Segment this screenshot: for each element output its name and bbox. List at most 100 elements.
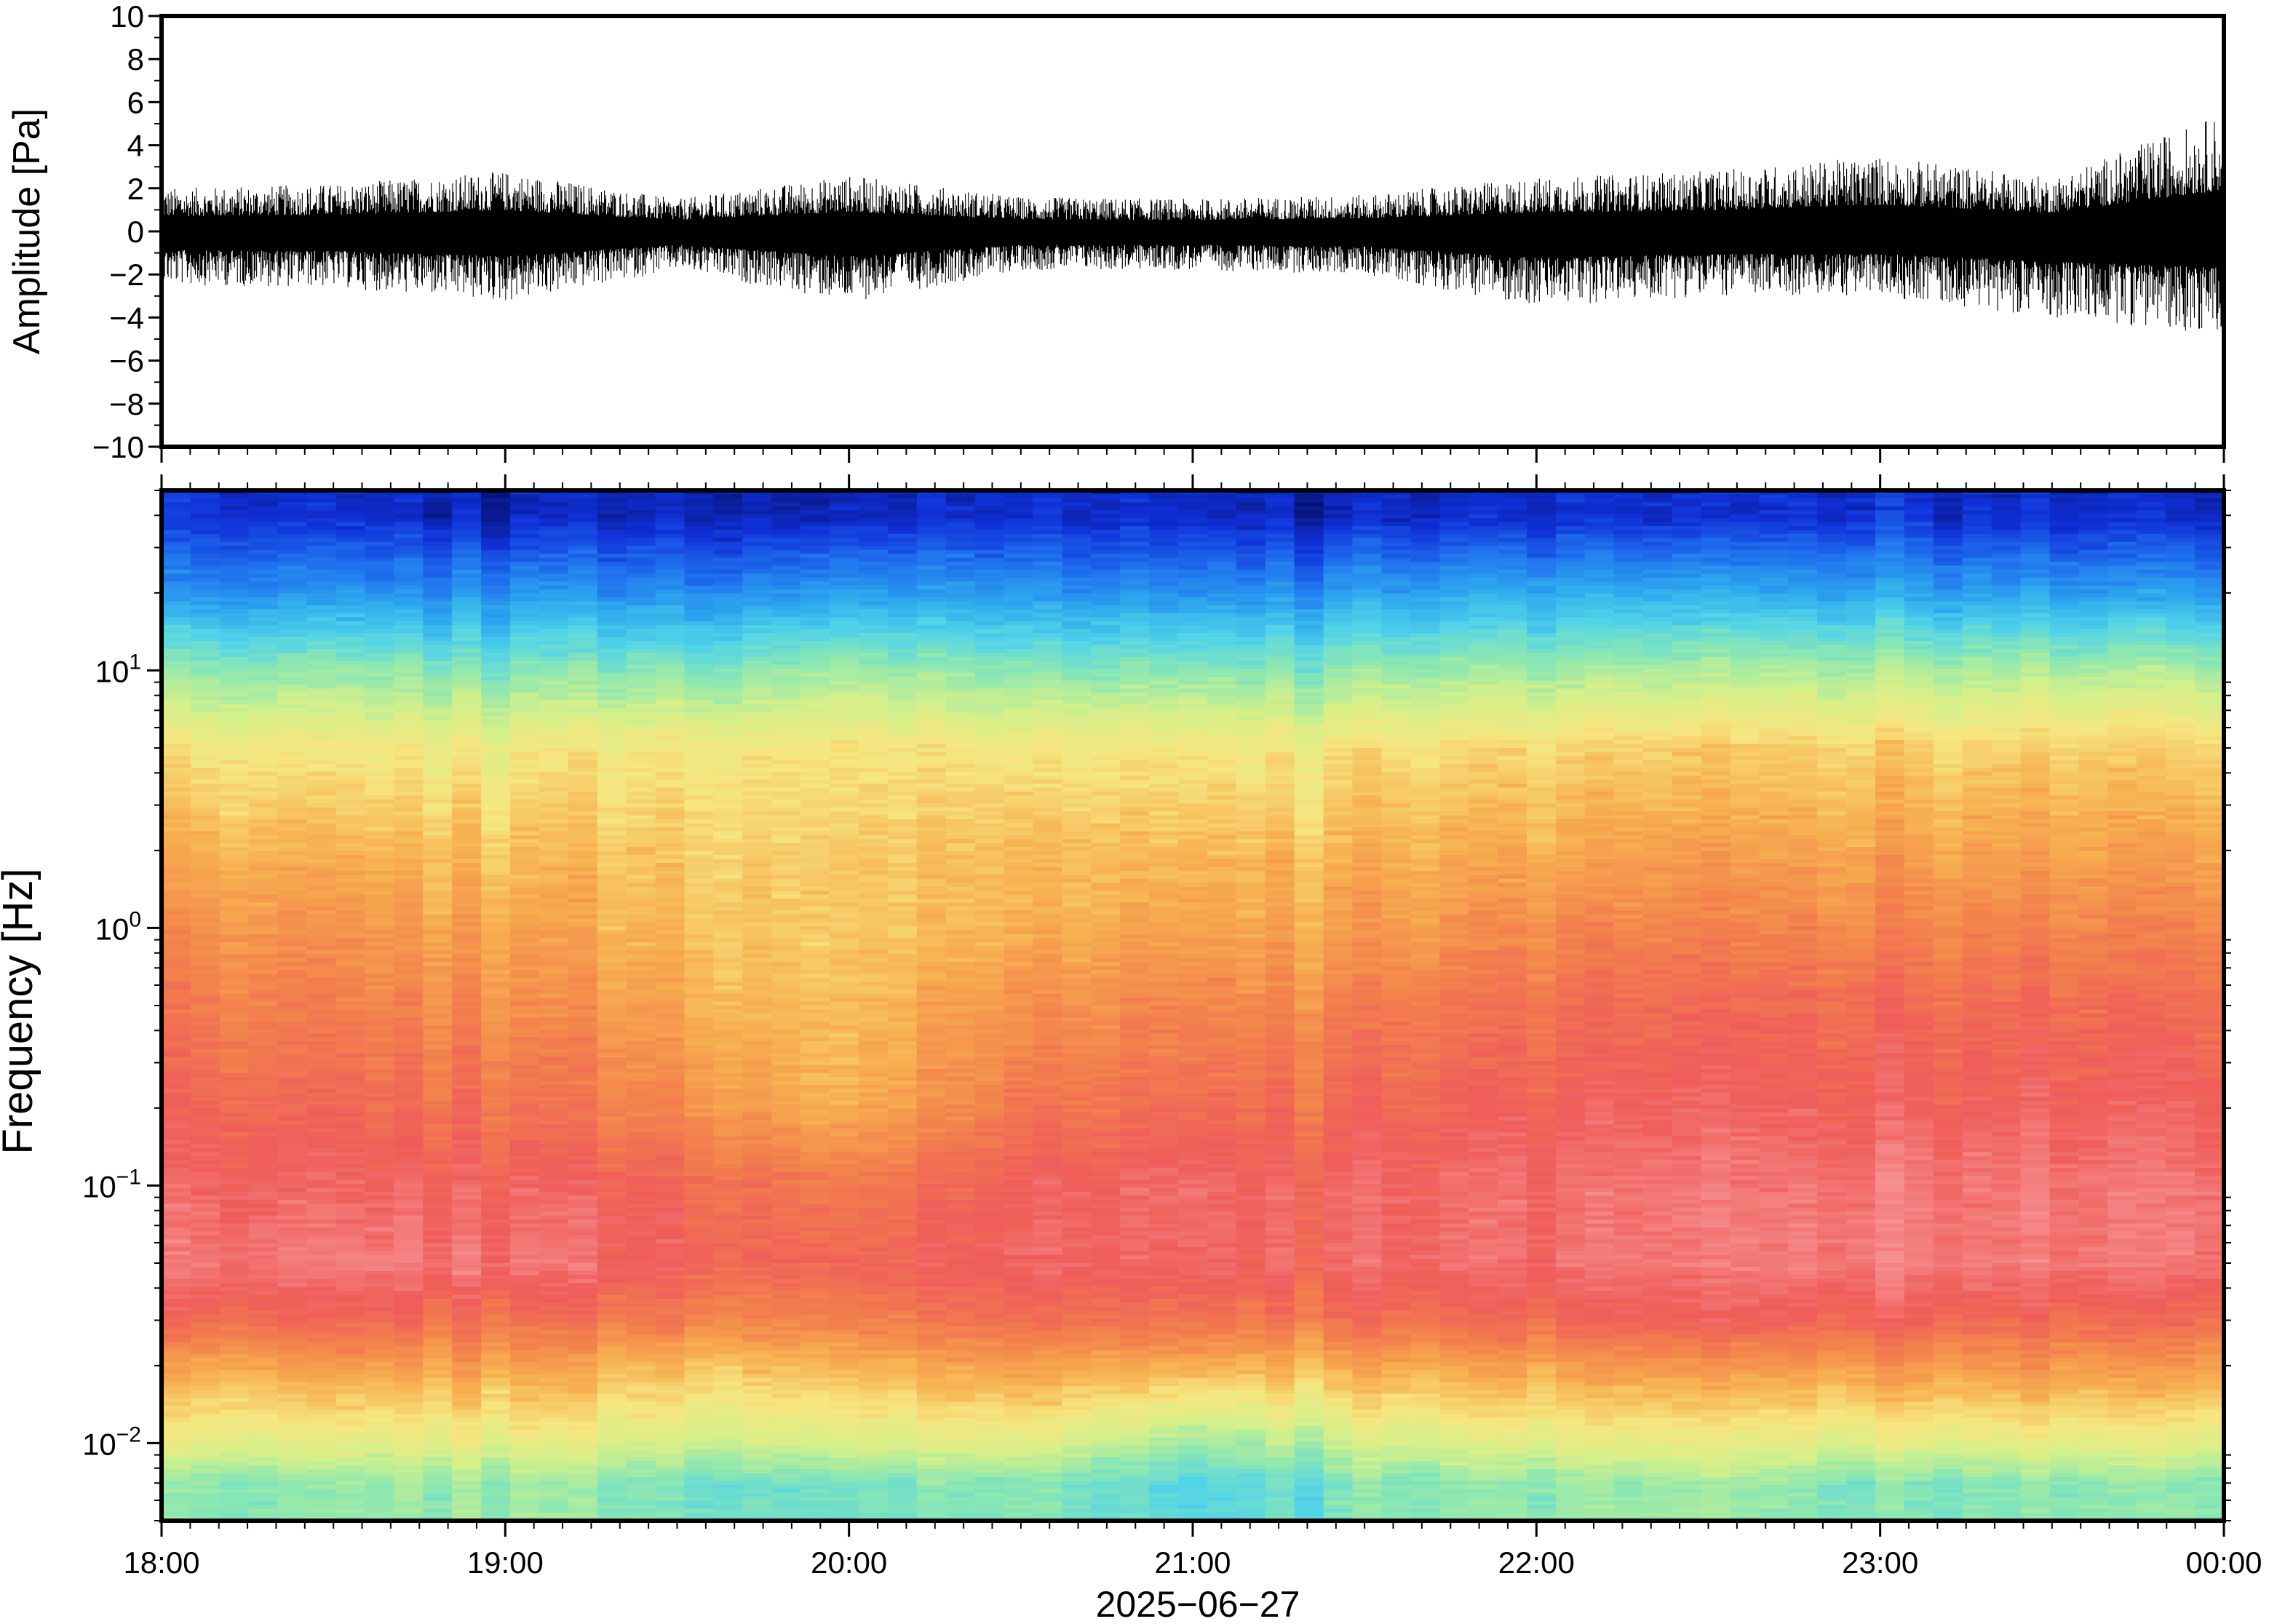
spectrogram-cell xyxy=(423,870,453,875)
spectrogram-cell xyxy=(162,891,191,896)
spectrogram-cell xyxy=(394,1385,424,1390)
spectrogram-cell xyxy=(277,1199,308,1204)
spectrogram-cell xyxy=(335,1136,366,1141)
spectrogram-cell xyxy=(452,656,482,661)
spectrogram-cell xyxy=(423,1283,453,1288)
spectrogram-cell xyxy=(684,902,714,907)
spectrogram-cell xyxy=(365,946,394,951)
spectrogram-cell xyxy=(248,922,279,927)
spectrogram-cell xyxy=(626,784,656,789)
spectrogram-cell xyxy=(190,696,220,701)
spectrogram-cell xyxy=(568,1088,598,1094)
spectrogram-cell xyxy=(335,958,366,963)
spectrogram-cell xyxy=(248,724,279,729)
spectrogram-cell xyxy=(190,763,220,768)
spectrogram-cell xyxy=(452,1409,482,1414)
spectrogram-cell xyxy=(162,617,191,622)
spectrogram-cell xyxy=(277,640,308,645)
spectrogram-cell xyxy=(452,1377,482,1382)
spectrogram-cell xyxy=(481,886,511,891)
spectrogram-cell xyxy=(509,902,540,907)
spectrogram-cell xyxy=(248,1080,279,1086)
spectrogram-cell xyxy=(509,1231,540,1236)
spectrogram-cell xyxy=(248,629,279,634)
spectrogram-cell xyxy=(335,1437,366,1442)
spectrogram-cell xyxy=(626,867,656,872)
spectrogram-cell xyxy=(655,1255,686,1260)
spectrogram-cell xyxy=(190,1179,220,1185)
spectrogram-cell xyxy=(306,922,337,927)
spectrogram-cell xyxy=(306,518,337,523)
spectrogram-cell xyxy=(597,597,627,602)
spectrogram-cell xyxy=(423,867,453,872)
spectrogram-cell xyxy=(481,1017,511,1022)
spectrogram-cell xyxy=(423,1108,453,1113)
spectrogram-cell xyxy=(684,950,714,955)
spectrogram-cell xyxy=(452,819,482,824)
spectrogram-cell xyxy=(423,875,453,880)
spectrogram-cell xyxy=(452,1092,482,1097)
spectrogram-cell xyxy=(248,1437,279,1442)
spectrogram-cell xyxy=(539,1259,569,1264)
spectrogram-cell xyxy=(452,1508,482,1513)
spectrogram-cell xyxy=(597,1048,627,1054)
spectrogram-cell xyxy=(394,1100,424,1105)
spectrogram-cell xyxy=(335,1231,366,1236)
spectrogram-cell xyxy=(568,1191,598,1197)
spectrogram-cell xyxy=(539,831,569,836)
spectrogram-cell xyxy=(452,1207,482,1212)
spectrogram-cell xyxy=(684,625,714,630)
spectrogram-cell xyxy=(335,985,366,990)
spectrogram-cell xyxy=(277,1128,308,1133)
spectrogram-cell xyxy=(597,541,627,546)
spectrogram-cell xyxy=(306,859,337,864)
spectrogram-cell xyxy=(219,1413,250,1418)
spectrogram-cell xyxy=(423,878,453,883)
spectrogram-cell xyxy=(423,954,453,959)
spectrogram-cell xyxy=(335,589,366,594)
spectrogram-cell xyxy=(394,1136,424,1141)
spectrogram-cell xyxy=(219,708,250,713)
spectrogram-cell xyxy=(365,704,394,709)
spectrogram-cell xyxy=(162,1425,191,1430)
spectrogram-cell xyxy=(365,1001,394,1006)
spectrogram-cell xyxy=(306,1330,337,1335)
spectrogram-cell xyxy=(597,768,627,773)
spectrogram-cell xyxy=(306,1481,337,1486)
spectrogram-cell xyxy=(190,1163,220,1169)
spectrogram-cell xyxy=(509,1053,540,1058)
spectrogram-cell xyxy=(394,1013,424,1018)
spectrogram-cell xyxy=(597,1061,627,1066)
spectrogram-cell xyxy=(335,1489,366,1494)
spectrogram-cell xyxy=(394,974,424,979)
spectrogram-cell xyxy=(481,1112,511,1118)
spectrogram-cell xyxy=(248,653,279,658)
spectrogram-cell xyxy=(190,1453,220,1458)
spectrogram-cell xyxy=(452,906,482,911)
spectrogram-cell xyxy=(597,613,627,618)
spectrogram-cell xyxy=(277,1243,308,1248)
spectrogram-cell xyxy=(365,700,394,705)
spectrogram-cell xyxy=(539,1398,569,1403)
spectrogram-cell xyxy=(335,1239,366,1244)
spectrogram-cell xyxy=(597,676,627,682)
spectrogram-cell xyxy=(423,1184,453,1189)
spectrogram-cell xyxy=(626,1160,656,1165)
spectrogram-cell xyxy=(509,1318,540,1324)
spectrogram-cell xyxy=(306,1508,337,1513)
spectrogram-cell xyxy=(481,1508,511,1513)
spectrogram-cell xyxy=(190,1072,220,1078)
spectrogram-cell xyxy=(219,1484,250,1490)
spectrogram-cell xyxy=(597,946,627,951)
spectrogram-cell xyxy=(684,862,714,867)
spectrogram-cell xyxy=(423,776,453,781)
spectrogram-cell xyxy=(509,938,540,943)
spectrogram-cell xyxy=(539,914,569,919)
spectrogram-cell xyxy=(481,1278,511,1283)
spectrogram-cell xyxy=(423,1437,453,1442)
spectrogram-cell xyxy=(162,1310,191,1315)
spectrogram-cell xyxy=(248,878,279,883)
spectrogram-cell xyxy=(481,1056,511,1062)
spectrogram-cell xyxy=(423,918,453,923)
spectrogram-cell xyxy=(568,1053,598,1058)
